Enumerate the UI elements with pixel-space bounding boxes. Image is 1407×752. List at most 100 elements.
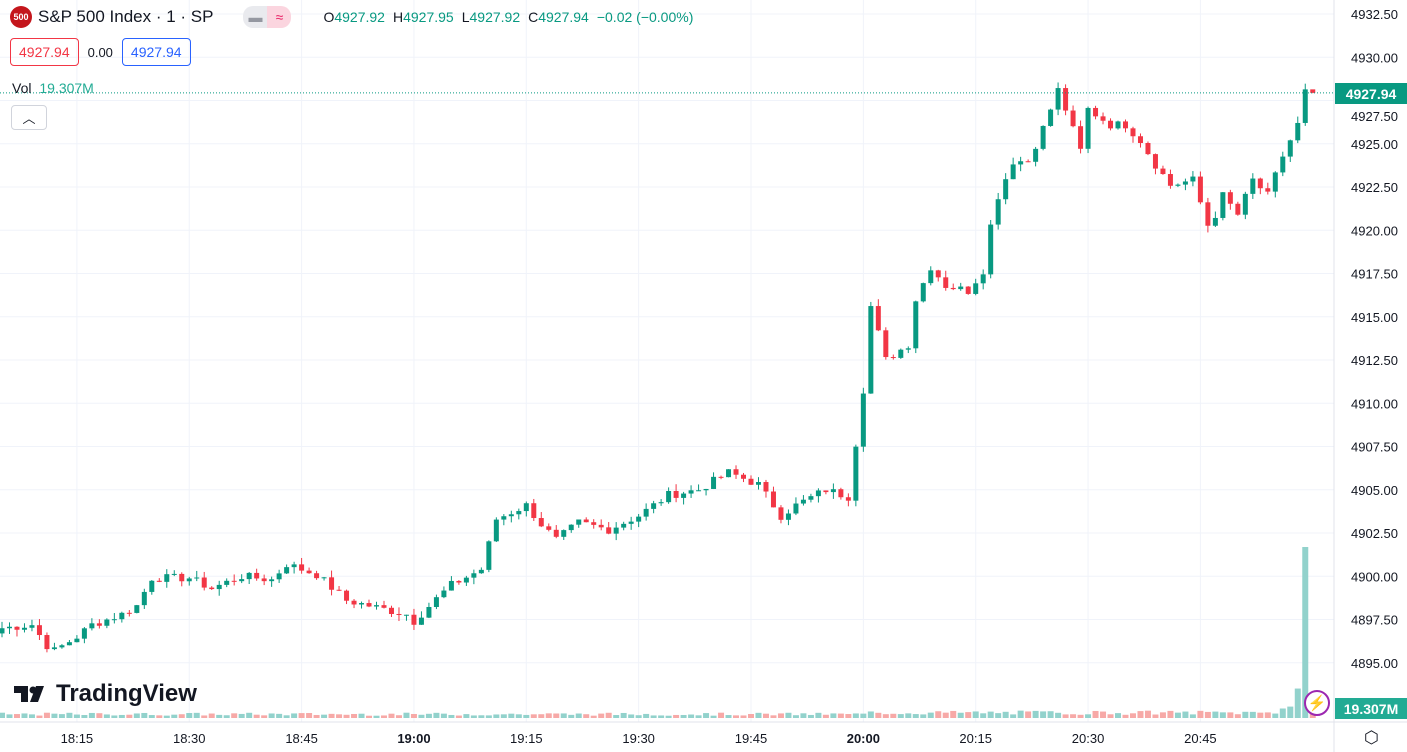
volume-bar [530,714,537,718]
candle-body [1272,172,1278,192]
volume-bar [455,715,462,718]
volume-bar [733,715,740,718]
candle-body [1220,192,1226,218]
candle-body [1212,217,1218,226]
candle-body [426,606,432,618]
candle-body [793,503,799,514]
volume-bar [1204,711,1211,718]
volume-bar [51,713,58,718]
candle-body [1295,122,1301,141]
volume-bar [665,715,672,718]
candle-body [1010,164,1016,180]
candle-body [246,572,252,580]
candle-body [583,519,589,523]
volume-bar [201,715,208,718]
candle-body [845,497,851,501]
candle-body [868,306,874,394]
candle-body [209,587,215,590]
candle-body [1055,88,1061,110]
candle-body [591,522,597,525]
candle-body [696,490,702,492]
candle-body [958,286,964,290]
sell-button[interactable]: 4927.94 [10,38,79,66]
candle-body [905,348,911,350]
volume-bar [36,715,43,718]
volume-bar [1167,710,1174,718]
volume-bar [283,715,290,718]
candle-body [508,514,514,517]
candle-body [1235,203,1241,215]
candle-body [1137,136,1143,144]
candle-body [29,625,35,628]
volume-bar [553,713,560,718]
candle-body [703,488,709,491]
volume-bar [950,710,957,718]
volume-bar [306,713,313,718]
spread-value: 0.00 [87,44,113,60]
candle-body [568,524,574,531]
candle-body [1152,154,1158,169]
collapse-legend-button[interactable]: ︿ [11,105,47,130]
volume-bar [298,713,305,718]
volume-bar [605,712,612,718]
volume-bar [748,714,754,718]
candle-body [66,642,72,646]
candle-body [269,579,275,582]
candle-body [21,627,27,630]
candle-body [920,283,926,302]
candle-body [403,614,409,616]
candle-body [636,516,642,522]
candle-body [456,580,462,583]
volume-bar [1070,714,1077,718]
candle-body [1302,89,1308,123]
candle-body [785,513,791,520]
candle-body [988,224,994,275]
volume-bar [860,713,867,718]
symbol-title[interactable]: S&P 500 Index · 1 · SP [38,7,214,26]
candle-body [44,635,50,650]
candle-body [741,474,747,479]
candle-body [1033,148,1039,162]
candle-body [606,527,612,534]
candle-body [621,523,627,528]
candle-body [501,516,507,520]
volume-bar [1100,711,1107,718]
volume-bar [1234,714,1241,718]
volume-tag: 19.307M [1335,698,1407,719]
volume-bar [965,712,972,718]
candle-body [808,496,814,500]
candle-body [658,502,664,504]
candle-body [1205,202,1211,226]
candle-body [336,589,342,591]
tradingview-logo[interactable]: TradingView [14,680,197,708]
volume-bar [673,714,680,718]
candle-body [651,503,657,509]
volume-bar [1227,712,1234,718]
buy-button[interactable]: 4927.94 [121,38,191,66]
candle-body [388,607,394,614]
candle-body [471,573,477,578]
candle-body [433,597,439,607]
candle-body [291,564,297,568]
candle-body [1265,188,1271,192]
x-tick-label: 19:45 [735,731,768,746]
settings-icon[interactable]: ⬡ [1364,728,1379,747]
candle-body [448,580,454,591]
lightning-icon[interactable]: ⚡ [1304,690,1330,716]
candle-body [74,638,80,643]
volume-bar [126,714,133,718]
volume-bar [755,712,762,718]
volume-bar [658,715,665,718]
volume-bar [276,713,283,718]
volume-bar [425,713,432,718]
status-pill[interactable]: ▬ ≈ [243,6,292,28]
candle-body [1093,107,1099,117]
volume-bar [538,714,545,718]
volume-bar [920,714,927,718]
volume-bar [822,714,829,718]
candle-body [1242,193,1248,215]
candle-body [711,476,717,489]
x-tick-label: 18:45 [285,731,318,746]
candle-body [186,578,192,582]
